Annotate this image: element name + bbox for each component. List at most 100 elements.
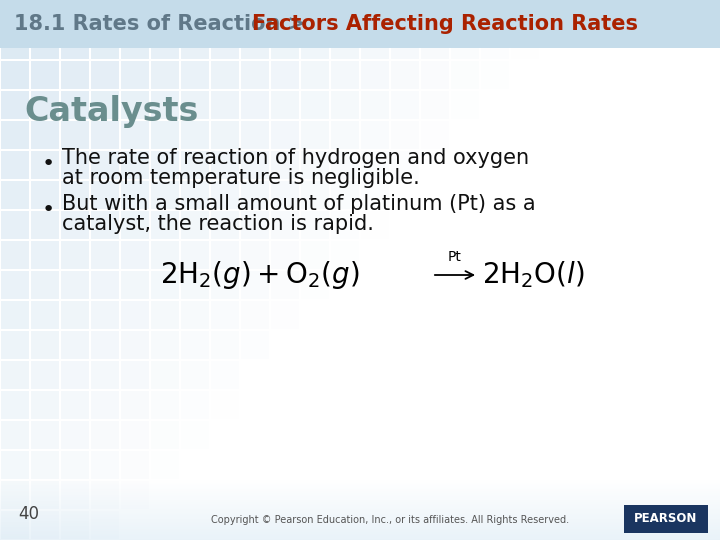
Bar <box>181 61 209 89</box>
Bar <box>151 331 179 359</box>
Bar <box>31 271 59 299</box>
Bar <box>361 211 389 239</box>
Bar <box>451 31 479 59</box>
Bar <box>421 1 449 29</box>
Bar <box>211 361 239 389</box>
Bar <box>0 539 720 540</box>
Bar <box>301 211 329 239</box>
Bar <box>1 481 29 509</box>
Bar <box>361 181 389 209</box>
Bar <box>211 181 239 209</box>
Bar <box>61 391 89 419</box>
Bar <box>241 151 269 179</box>
Bar <box>0 522 720 523</box>
Bar <box>181 271 209 299</box>
Bar <box>0 531 720 532</box>
Bar <box>151 31 179 59</box>
Text: $\mathregular{2H_2(}$$\mathit{g}$$\mathregular{) + O_2(}$$\mathit{g}$$\mathregul: $\mathregular{2H_2(}$$\mathit{g}$$\mathr… <box>160 259 359 291</box>
Bar <box>1 451 29 479</box>
Bar <box>211 151 239 179</box>
Bar <box>91 301 119 329</box>
Bar <box>31 481 59 509</box>
Bar <box>331 181 359 209</box>
Bar <box>0 489 720 490</box>
Bar <box>271 151 299 179</box>
Bar <box>121 211 149 239</box>
Bar <box>511 31 539 59</box>
Bar <box>0 519 720 520</box>
Bar <box>1 121 29 149</box>
Bar <box>121 181 149 209</box>
Bar <box>211 331 239 359</box>
Bar <box>421 121 449 149</box>
Bar <box>0 526 720 527</box>
Bar <box>91 121 119 149</box>
Bar <box>1 391 29 419</box>
Bar <box>421 31 449 59</box>
Bar <box>31 511 59 539</box>
Text: But with a small amount of platinum (Pt) as a: But with a small amount of platinum (Pt)… <box>62 194 536 214</box>
Bar <box>271 1 299 29</box>
Text: The rate of reaction of hydrogen and oxygen: The rate of reaction of hydrogen and oxy… <box>62 148 529 168</box>
Bar <box>0 481 720 482</box>
Bar <box>91 421 119 449</box>
Bar <box>0 488 720 489</box>
Bar <box>0 521 720 522</box>
Bar <box>271 61 299 89</box>
Bar <box>121 481 149 509</box>
Bar <box>301 121 329 149</box>
Bar <box>0 0 720 48</box>
Bar <box>121 391 149 419</box>
Bar <box>0 482 720 483</box>
Bar <box>301 31 329 59</box>
Bar <box>0 524 720 525</box>
Bar <box>1 211 29 239</box>
Bar <box>0 491 720 492</box>
Bar <box>361 61 389 89</box>
Bar <box>0 511 720 512</box>
Bar <box>0 520 720 521</box>
Bar <box>151 361 179 389</box>
Bar <box>271 241 299 269</box>
Bar <box>31 151 59 179</box>
Bar <box>1 361 29 389</box>
Text: Copyright © Pearson Education, Inc., or its affiliates. All Rights Reserved.: Copyright © Pearson Education, Inc., or … <box>211 515 569 525</box>
Bar <box>241 91 269 119</box>
Bar <box>181 211 209 239</box>
Bar <box>211 1 239 29</box>
Bar <box>0 514 720 515</box>
Bar <box>0 530 720 531</box>
Bar <box>31 331 59 359</box>
Bar <box>121 91 149 119</box>
Bar <box>31 181 59 209</box>
Text: Pt: Pt <box>448 250 462 264</box>
Bar <box>121 271 149 299</box>
Bar <box>211 61 239 89</box>
Bar <box>0 485 720 486</box>
Bar <box>0 535 720 536</box>
Bar <box>1 61 29 89</box>
Bar <box>181 31 209 59</box>
Bar <box>271 121 299 149</box>
Bar <box>211 91 239 119</box>
Bar <box>91 151 119 179</box>
Bar <box>151 181 179 209</box>
Bar <box>181 361 209 389</box>
Bar <box>121 451 149 479</box>
Bar <box>61 151 89 179</box>
Bar <box>181 1 209 29</box>
Bar <box>241 301 269 329</box>
Bar <box>301 241 329 269</box>
Bar <box>0 483 720 484</box>
Bar <box>121 241 149 269</box>
Text: •: • <box>42 200 55 220</box>
Bar <box>121 121 149 149</box>
Bar <box>151 61 179 89</box>
Bar <box>91 391 119 419</box>
Bar <box>61 91 89 119</box>
Bar <box>151 1 179 29</box>
Bar <box>0 515 720 516</box>
Bar <box>61 1 89 29</box>
Bar <box>301 181 329 209</box>
Bar <box>31 301 59 329</box>
